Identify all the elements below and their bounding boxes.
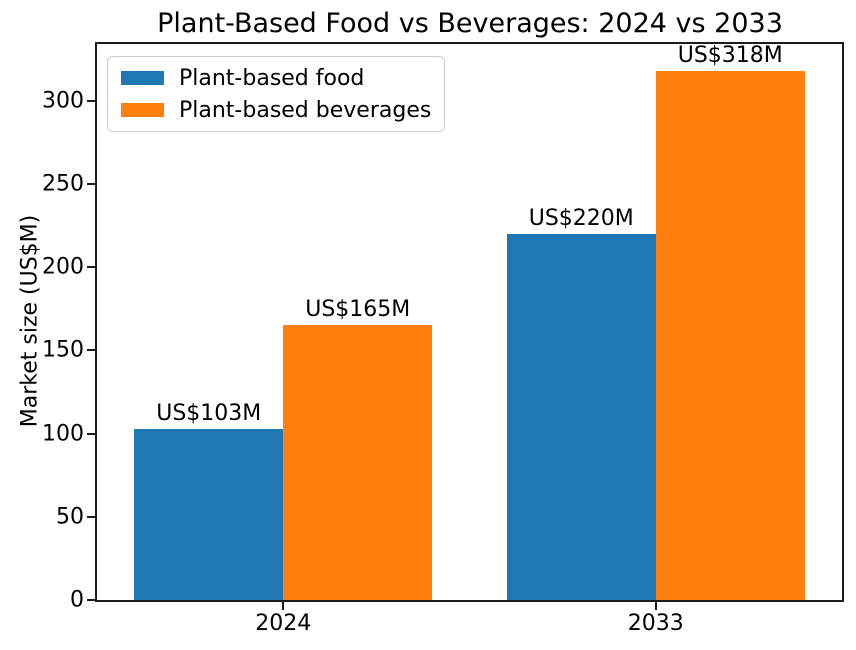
y-tick-label: 0 bbox=[70, 587, 84, 613]
bar-plant-based-food-2024 bbox=[134, 428, 284, 600]
y-tick-mark bbox=[87, 432, 95, 435]
legend: Plant-based food Plant-based beverages bbox=[107, 56, 446, 132]
y-tick-label: 50 bbox=[56, 504, 84, 530]
y-tick-mark bbox=[87, 349, 95, 352]
bar-value-label: US$103M bbox=[156, 400, 262, 426]
legend-label: Plant-based beverages bbox=[179, 97, 432, 123]
bar-plant-based-beverages-2024 bbox=[283, 325, 433, 600]
y-axis-label: Market size (US$M) bbox=[17, 214, 43, 428]
x-tick-mark bbox=[282, 602, 285, 610]
y-tick-label: 300 bbox=[42, 88, 84, 114]
y-tick-mark bbox=[87, 515, 95, 518]
y-tick-label: 100 bbox=[42, 421, 84, 447]
y-tick-label: 250 bbox=[42, 171, 84, 197]
legend-swatch-plant-based-food bbox=[121, 71, 164, 85]
plot-area: Plant-based food Plant-based beverages 0 5… bbox=[42, 42, 844, 636]
y-tick-mark bbox=[87, 266, 95, 269]
bar-value-label: US$220M bbox=[528, 205, 634, 231]
legend-swatch-plant-based-beverages bbox=[121, 103, 164, 117]
bar-value-label: US$165M bbox=[305, 297, 411, 323]
bar-value-label: US$318M bbox=[677, 42, 783, 68]
y-tick-label: 150 bbox=[42, 337, 84, 363]
chart-title: Plant-Based Food vs Beverages: 2024 vs 2… bbox=[157, 8, 783, 39]
x-tick-label: 2024 bbox=[255, 611, 312, 636]
legend-label: Plant-based food bbox=[179, 65, 365, 91]
bar-plant-based-food-2033 bbox=[506, 233, 656, 600]
y-tick-mark bbox=[87, 182, 95, 185]
y-tick-mark bbox=[87, 599, 95, 601]
y-tick-label: 200 bbox=[42, 254, 84, 280]
x-tick-label: 2033 bbox=[627, 611, 684, 636]
legend-item: Plant-based beverages bbox=[121, 95, 431, 125]
x-tick-mark bbox=[654, 602, 657, 610]
legend-item: Plant-based food bbox=[121, 63, 431, 93]
y-tick-mark bbox=[87, 99, 95, 102]
bar-plant-based-beverages-2033 bbox=[655, 70, 805, 600]
